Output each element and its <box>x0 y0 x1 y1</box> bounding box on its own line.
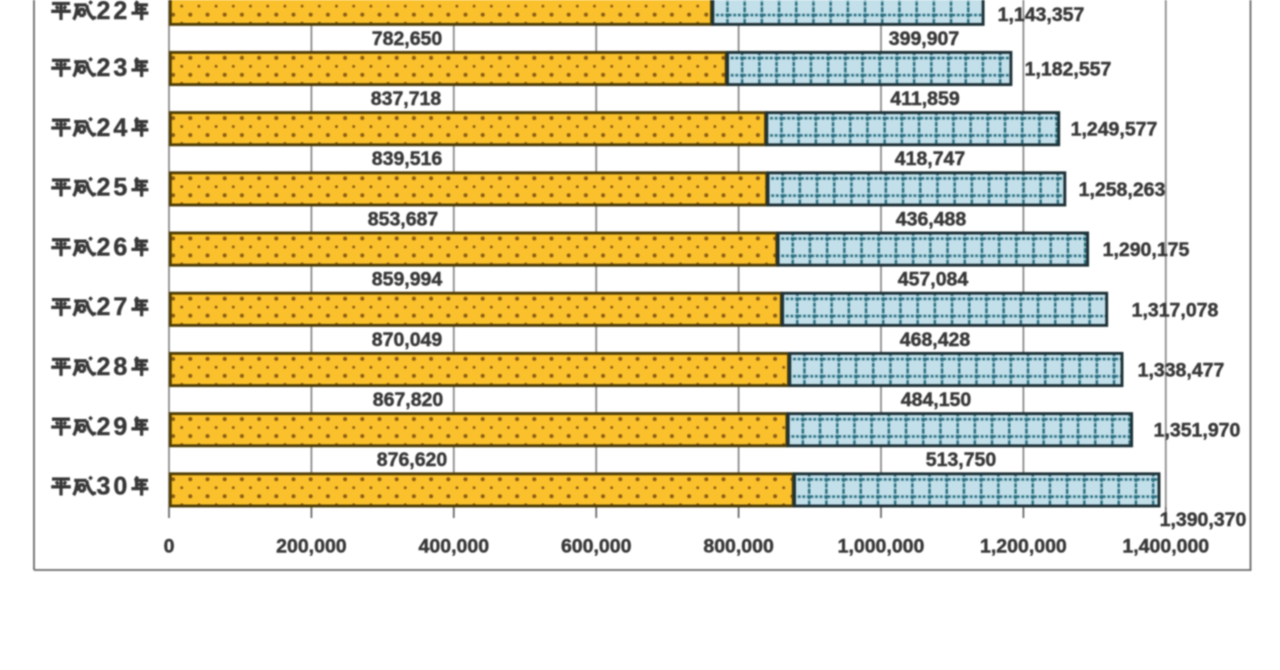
svg-text:1,182,557: 1,182,557 <box>1025 59 1112 81</box>
svg-text:600,000: 600,000 <box>561 536 632 558</box>
svg-text:513,750: 513,750 <box>926 449 997 471</box>
svg-text:0: 0 <box>164 536 175 558</box>
svg-text:28: 28 <box>97 353 131 381</box>
svg-text:1,400,000: 1,400,000 <box>1122 536 1209 558</box>
svg-text:400,000: 400,000 <box>419 536 490 558</box>
svg-text:1,249,577: 1,249,577 <box>1071 119 1158 141</box>
svg-text:867,820: 867,820 <box>373 389 444 411</box>
svg-text:839,516: 839,516 <box>372 148 443 170</box>
svg-text:436,488: 436,488 <box>896 208 967 230</box>
svg-text:457,084: 457,084 <box>898 269 969 291</box>
svg-text:1,000,000: 1,000,000 <box>838 536 925 558</box>
svg-text:800,000: 800,000 <box>703 536 774 558</box>
svg-text:1,258,263: 1,258,263 <box>1079 179 1166 201</box>
svg-text:484,150: 484,150 <box>901 389 972 411</box>
svg-text:25: 25 <box>97 174 131 202</box>
svg-text:200,000: 200,000 <box>276 536 347 558</box>
svg-text:870,049: 870,049 <box>372 329 443 351</box>
svg-text:27: 27 <box>97 293 131 321</box>
svg-text:1,390,370: 1,390,370 <box>1160 509 1247 531</box>
svg-text:853,687: 853,687 <box>368 208 439 230</box>
svg-text:418,747: 418,747 <box>895 148 966 170</box>
svg-text:1,317,078: 1,317,078 <box>1132 299 1219 321</box>
svg-text:411,859: 411,859 <box>890 88 960 110</box>
svg-text:22: 22 <box>97 0 131 25</box>
svg-text:1,200,000: 1,200,000 <box>980 536 1067 558</box>
svg-text:876,620: 876,620 <box>377 449 448 471</box>
svg-text:1,290,175: 1,290,175 <box>1103 239 1190 261</box>
svg-text:1,143,357: 1,143,357 <box>998 4 1085 26</box>
svg-text:837,718: 837,718 <box>371 88 442 110</box>
svg-text:26: 26 <box>97 233 131 261</box>
svg-text:1,351,970: 1,351,970 <box>1154 420 1241 442</box>
svg-text:468,428: 468,428 <box>900 329 971 351</box>
svg-text:30: 30 <box>97 473 131 501</box>
svg-text:29: 29 <box>97 413 131 441</box>
svg-text:399,907: 399,907 <box>889 28 960 50</box>
svg-text:782,650: 782,650 <box>372 28 443 50</box>
svg-text:859,994: 859,994 <box>372 269 443 291</box>
svg-text:1,338,477: 1,338,477 <box>1138 360 1225 382</box>
svg-text:23: 23 <box>97 54 131 82</box>
svg-text:24: 24 <box>97 114 131 142</box>
